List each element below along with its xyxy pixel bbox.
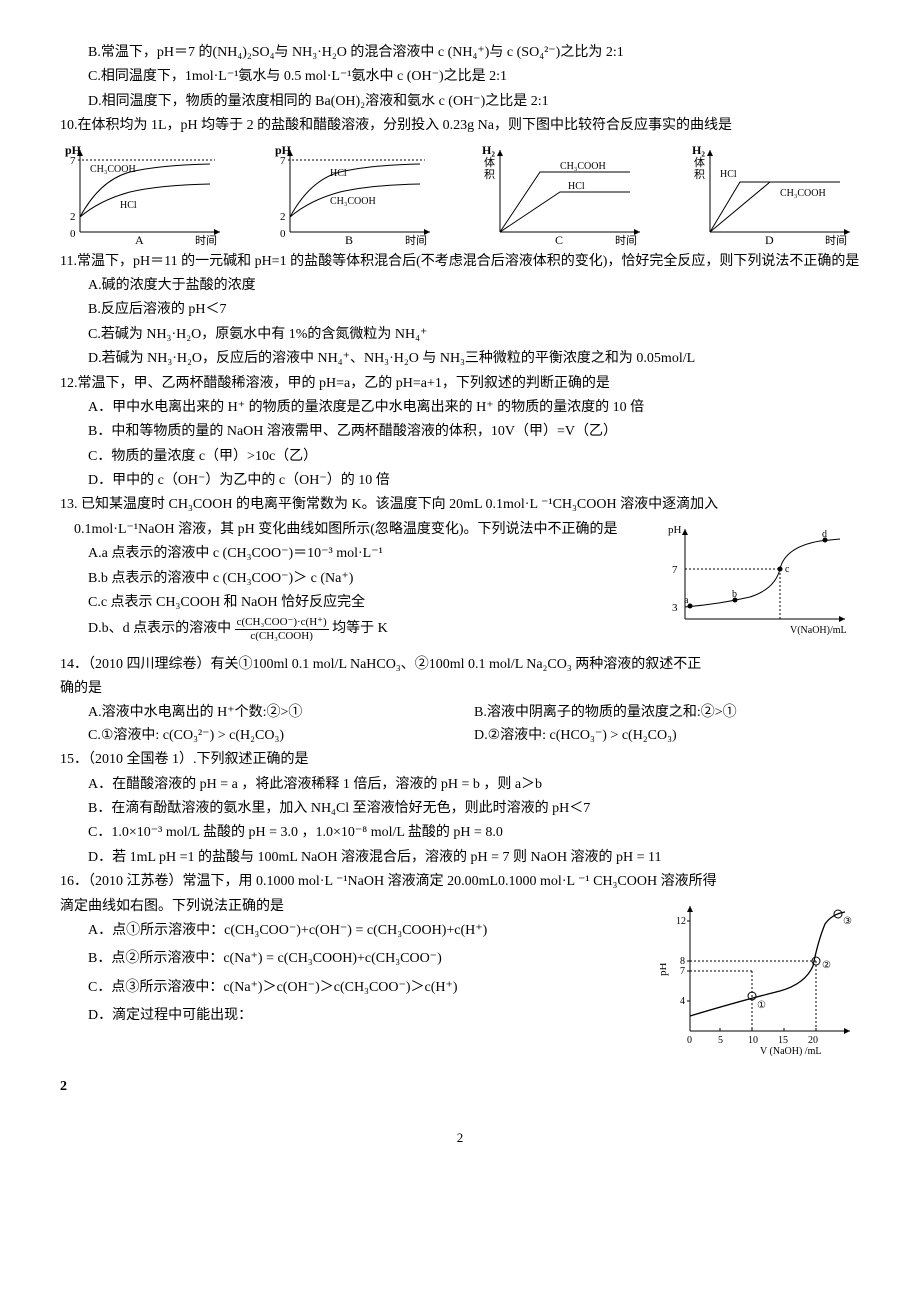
svg-text:3: 3 — [672, 602, 678, 614]
svg-text:0: 0 — [70, 228, 76, 240]
q10-stem: 10.在体积均为 1L，pH 均等于 2 的盐酸和醋酸溶液，分别投入 0.23g… — [60, 115, 860, 137]
svg-text:①: ① — [757, 1000, 766, 1011]
svg-text:时间: 时间 — [825, 234, 847, 247]
q14-B: B.溶液中阴离子的物质的量浓度之和:②>① — [474, 702, 860, 724]
svg-text:积: 积 — [694, 168, 705, 181]
q11-D: D.若碱为 NH₃·H₂O，反应后的溶液中 NH₄⁺、NH₃·H₂O 与 NH₃… — [60, 348, 860, 370]
q10-fig-B: pH 7 2 0 HCl CH₃COOH 时间 B — [270, 142, 440, 247]
q12-stem: 12.常温下，甲、乙两杯醋酸稀溶液，甲的 pH=a，乙的 pH=a+1，下列叙述… — [60, 373, 860, 395]
svg-text:②: ② — [822, 960, 831, 971]
q15-C: C．1.0×10⁻³ mol/L 盐酸的 pH = 3.0 ，1.0×10⁻⁸ … — [60, 822, 860, 844]
q14-C: C.①溶液中: c(CO₃²⁻) > c(H₂CO₃) — [88, 725, 474, 747]
svg-text:HCl: HCl — [330, 168, 347, 179]
svg-text:H₂: H₂ — [482, 143, 495, 157]
svg-text:时间: 时间 — [195, 234, 217, 247]
svg-text:10: 10 — [748, 1035, 758, 1046]
svg-text:③: ③ — [843, 916, 852, 927]
q15-B: B．在滴有酚酞溶液的氨水里，加入 NH₄Cl 至溶液恰好无色，则此时溶液的 pH… — [60, 798, 860, 820]
svg-text:7: 7 — [672, 564, 678, 576]
q14-A: A.溶液中水电离出的 H⁺个数:②>① — [88, 702, 474, 724]
svg-text:体: 体 — [694, 155, 705, 169]
q13-D-pre: D.b、d 点表示的溶液中 — [88, 621, 235, 636]
option-B: B.常温下，pH＝7 的(NH₄)₂SO₄与 NH₃·H₂O 的混合溶液中 c … — [60, 42, 860, 64]
q13-stem-1: 13. 已知某温度时 CH₃COOH 的电离平衡常数为 K。该温度下向 20mL… — [60, 494, 860, 516]
q11-C: C.若碱为 NH₃·H₂O，原氨水中有 1%的含氮微粒为 NH₄⁺ — [60, 324, 860, 346]
svg-text:b: b — [732, 589, 737, 600]
svg-text:4: 4 — [680, 996, 685, 1007]
svg-text:2: 2 — [70, 211, 76, 223]
q10-figures: pH 7 2 0 CH₃COOH HCl 时间 A pH 7 2 0 HCl — [60, 142, 860, 247]
q11-B: B.反应后溶液的 pH＜7 — [60, 299, 860, 321]
svg-text:HCl: HCl — [120, 200, 137, 211]
svg-text:CH₃COOH: CH₃COOH — [330, 196, 376, 207]
svg-text:H₂: H₂ — [692, 143, 705, 157]
q15-A: A．在醋酸溶液的 pH = a ，将此溶液稀释 1 倍后，溶液的 pH = b … — [60, 774, 860, 796]
q12-B: B．中和等物质的量的 NaOH 溶液需甲、乙两杯醋酸溶液的体积，10V（甲）=V… — [60, 421, 860, 443]
q10-fig-C: H₂ 体 积 CH₃COOH HCl 时间 C — [480, 142, 650, 247]
q14-stem-2: 确的是 — [60, 678, 860, 700]
svg-text:7: 7 — [280, 155, 286, 167]
svg-text:HCl: HCl — [568, 181, 585, 192]
svg-text:B: B — [345, 233, 353, 247]
q13-D-post: 均等于 K — [329, 621, 388, 636]
q15-D: D．若 1mL pH =1 的盐酸与 100mL NaOH 溶液混合后，溶液的 … — [60, 847, 860, 869]
q12-D: D．甲中的 c（OH⁻）为乙中的 c（OH⁻）的 10 倍 — [60, 470, 860, 492]
svg-text:时间: 时间 — [615, 234, 637, 247]
q16-stem-1: 16．（2010 江苏卷）常温下，用 0.1000 mol·L ⁻¹NaOH 溶… — [60, 871, 860, 893]
svg-text:0: 0 — [687, 1035, 692, 1046]
q10-fig-D: H₂ 体 积 HCl CH₃COOH 时间 D — [690, 142, 860, 247]
svg-text:CH₃COOH: CH₃COOH — [780, 188, 826, 199]
svg-text:D: D — [765, 233, 774, 247]
svg-text:体: 体 — [484, 155, 495, 169]
svg-text:15: 15 — [778, 1035, 788, 1046]
svg-text:c: c — [785, 564, 790, 575]
svg-text:V (NaOH) /mL: V (NaOH) /mL — [760, 1046, 821, 1056]
q15-stem: 15．（2010 全国卷 1）.下列叙述正确的是 — [60, 749, 860, 771]
svg-text:7: 7 — [70, 155, 76, 167]
q11-stem: 11.常温下，pH＝11 的一元碱和 pH=1 的盐酸等体积混合后(不考虑混合后… — [60, 251, 860, 273]
svg-text:0: 0 — [280, 228, 286, 240]
svg-text:V(NaOH)/mL: V(NaOH)/mL — [790, 625, 847, 636]
page-number-center: 2 — [60, 1128, 860, 1149]
svg-text:CH₃COOH: CH₃COOH — [90, 164, 136, 175]
q11-A: A.碱的浓度大于盐酸的浓度 — [60, 275, 860, 297]
svg-text:pH: pH — [668, 524, 682, 536]
svg-text:时间: 时间 — [405, 234, 427, 247]
option-C: C.相同温度下，1mol·L⁻¹氨水与 0.5 mol·L⁻¹氨水中 c (OH… — [60, 66, 860, 88]
svg-text:CH₃COOH: CH₃COOH — [560, 161, 606, 172]
svg-text:C: C — [555, 233, 563, 247]
svg-text:12: 12 — [676, 916, 686, 927]
q14-D: D.②溶液中: c(HCO₃⁻) > c(H₂CO₃) — [474, 725, 860, 747]
svg-text:a: a — [684, 595, 689, 606]
q16-figure: pH 12 8 7 4 0 5 10 15 20 V (NaOH) /mL — [660, 896, 860, 1056]
option-D: D.相同温度下，物质的量浓度相同的 Ba(OH)₂溶液和氨水 c (OH⁻)之比… — [60, 91, 860, 113]
page-number-left: 2 — [60, 1076, 860, 1098]
svg-text:pH: pH — [660, 962, 669, 976]
svg-text:d: d — [822, 529, 827, 540]
svg-text:7: 7 — [680, 966, 685, 977]
q10-fig-A: pH 7 2 0 CH₃COOH HCl 时间 A — [60, 142, 230, 247]
q12-A: A．甲中水电离出来的 H⁺ 的物质的量浓度是乙中水电离出来的 H⁺ 的物质的量浓… — [60, 397, 860, 419]
q13-D-fraction: c(CH₃COO⁻)·c(H⁺)c(CH₃COOH) — [235, 616, 329, 641]
svg-text:2: 2 — [280, 211, 286, 223]
q12-C: C．物质的量浓度 c（甲）>10c（乙） — [60, 446, 860, 468]
q14-stem-1: 14．（2010 四川理综卷）有关①100ml 0.1 mol/L NaHCO₃… — [60, 654, 860, 676]
svg-text:积: 积 — [484, 168, 495, 181]
svg-text:5: 5 — [718, 1035, 723, 1046]
q13-figure: pH 7 3 a b c d V(NaOH)/mL — [660, 519, 860, 639]
svg-text:A: A — [135, 233, 144, 247]
svg-text:20: 20 — [808, 1035, 818, 1046]
svg-text:HCl: HCl — [720, 169, 737, 180]
